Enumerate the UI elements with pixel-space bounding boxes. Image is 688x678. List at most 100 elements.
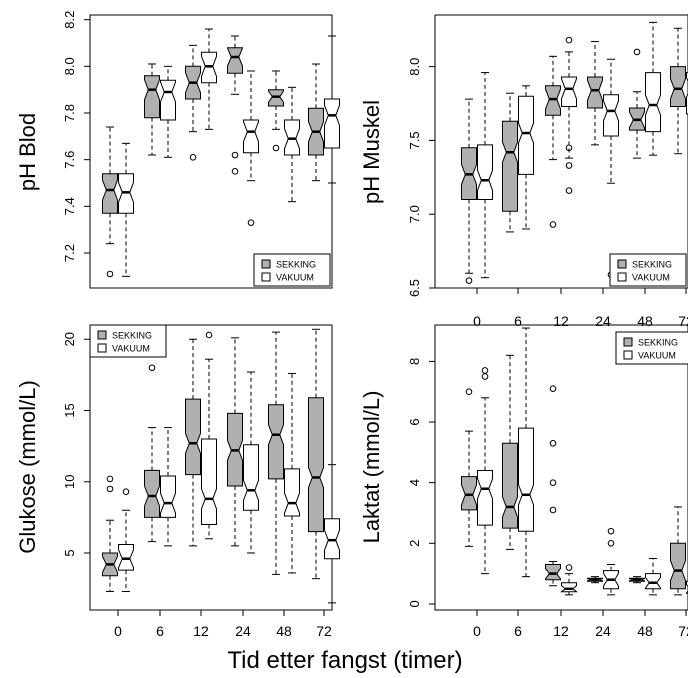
box-body xyxy=(587,76,603,109)
outlier-point xyxy=(549,506,557,514)
y-axis-label: pH Muskel xyxy=(359,100,384,204)
x-tick-label: 72 xyxy=(678,313,688,329)
box-sekking-24 xyxy=(587,576,603,584)
legend-label: VAKUUM xyxy=(632,273,670,283)
y-tick-label: 6.5 xyxy=(407,279,422,297)
box-body xyxy=(645,573,661,590)
box-sekking-48 xyxy=(629,576,645,584)
x-tick-label: 48 xyxy=(637,623,653,639)
box-body xyxy=(324,98,340,149)
box-body xyxy=(561,76,577,107)
box-body xyxy=(545,564,561,581)
box-vakuum-72 xyxy=(324,464,340,604)
y-tick-label: 7.6 xyxy=(62,151,77,169)
box-body xyxy=(185,398,201,476)
box-vakuum-48 xyxy=(284,86,300,203)
box-vakuum-48 xyxy=(645,557,661,596)
box-vakuum-48 xyxy=(284,372,300,574)
legend-label: SEKKING xyxy=(276,260,316,270)
x-tick-label: 24 xyxy=(235,623,251,639)
box-vakuum-24 xyxy=(603,58,619,279)
box-body xyxy=(144,75,160,119)
box-body xyxy=(560,582,578,593)
box-vakuum-24 xyxy=(243,70,259,226)
box-vakuum-12 xyxy=(560,564,578,596)
box-body xyxy=(243,444,259,511)
outlier-point xyxy=(205,331,213,339)
x-tick-label: 72 xyxy=(678,623,688,639)
legend-label: SEKKING xyxy=(112,331,152,341)
y-tick-label: 8.0 xyxy=(407,58,422,76)
box-body xyxy=(518,427,534,532)
box-sekking-48 xyxy=(268,331,284,575)
outlier-point xyxy=(565,187,573,194)
box-vakuum-24 xyxy=(603,527,619,596)
y-tick-label: 10 xyxy=(62,475,77,489)
outlier-point xyxy=(549,221,557,228)
outlier-point xyxy=(549,385,557,392)
outlier-point xyxy=(122,488,130,496)
box-body xyxy=(227,47,243,74)
box-body xyxy=(144,469,160,518)
outlier-point xyxy=(465,388,473,396)
box-vakuum-12 xyxy=(561,36,577,194)
box-sekking-6 xyxy=(502,92,518,233)
outlier-point xyxy=(231,168,239,175)
legend-swatch xyxy=(261,272,271,282)
legend: SEKKING VAKUUM xyxy=(89,324,167,358)
box-body xyxy=(102,173,118,214)
legend: SEKKING VAKUUM xyxy=(609,253,687,287)
outlier-point xyxy=(607,527,615,535)
x-tick-label: 6 xyxy=(514,313,522,329)
y-tick-label: 2 xyxy=(407,540,422,547)
x-tick-label: 24 xyxy=(595,313,611,329)
box-sekking-6 xyxy=(144,63,160,156)
chart-panel-4: Laktat (mmol/L)024680612244872SEKKINGVAK… xyxy=(359,324,688,639)
x-tick-label: 6 xyxy=(514,623,522,639)
outlier-point xyxy=(565,144,573,152)
box-vakuum-0 xyxy=(477,72,493,279)
chart-panel-1: pH Blod 7.2 7.4 7.6 7.8 8.0 8.2 SEKKING VAKUUM xyxy=(15,11,340,289)
outlier-point xyxy=(465,277,473,284)
box-sekking-0 xyxy=(461,98,477,284)
box-body xyxy=(477,470,493,526)
outlier-point xyxy=(106,475,114,483)
chart-panel-3: Glukose (mmol/L) 5 10 15 20 0 6 12 24 48 72 SEKKING… xyxy=(15,324,340,639)
box-sekking-6 xyxy=(144,364,160,543)
box-sekking-24 xyxy=(227,337,243,547)
box-vakuum-6 xyxy=(160,427,176,547)
box-vakuum-6 xyxy=(518,85,534,230)
outlier-point xyxy=(565,162,573,169)
x-tick-label: 0 xyxy=(114,623,122,639)
box-body xyxy=(268,404,284,480)
y-axis-label: pH Blod xyxy=(15,113,40,191)
y-tick-label: 5 xyxy=(62,549,77,556)
box-vakuum-48 xyxy=(645,21,661,156)
y-tick-label: 7.5 xyxy=(407,131,422,149)
box-vakuum-0 xyxy=(477,367,493,575)
outlier-point xyxy=(565,564,573,571)
outlier-point xyxy=(633,48,641,56)
outlier-point xyxy=(565,36,573,44)
box-body xyxy=(160,79,176,121)
box-body xyxy=(502,442,518,529)
outlier-point xyxy=(106,270,114,278)
legend-swatch xyxy=(261,259,271,269)
legend-swatch xyxy=(97,330,107,340)
y-tick-label: 8.0 xyxy=(62,57,77,75)
chart-panel-2: pH Muskel 6.5 7.0 7.5 8.0 0 6 12 24 48 72 SEKKING VA… xyxy=(359,14,688,329)
box-vakuum-6 xyxy=(518,327,534,578)
box-body xyxy=(324,518,340,560)
legend-swatch xyxy=(623,350,633,360)
box-sekking-0 xyxy=(102,475,118,592)
box-body xyxy=(243,119,259,154)
box-sekking-0 xyxy=(461,388,477,547)
box-vakuum-12 xyxy=(201,331,217,540)
x-tick-label: 48 xyxy=(637,313,653,329)
box-body xyxy=(603,94,619,137)
box-vakuum-24 xyxy=(243,371,259,554)
box-sekking-72 xyxy=(670,506,686,596)
x-tick-label: 12 xyxy=(553,313,569,329)
y-tick-label: 8.2 xyxy=(62,11,77,29)
outlier-point xyxy=(481,367,489,374)
